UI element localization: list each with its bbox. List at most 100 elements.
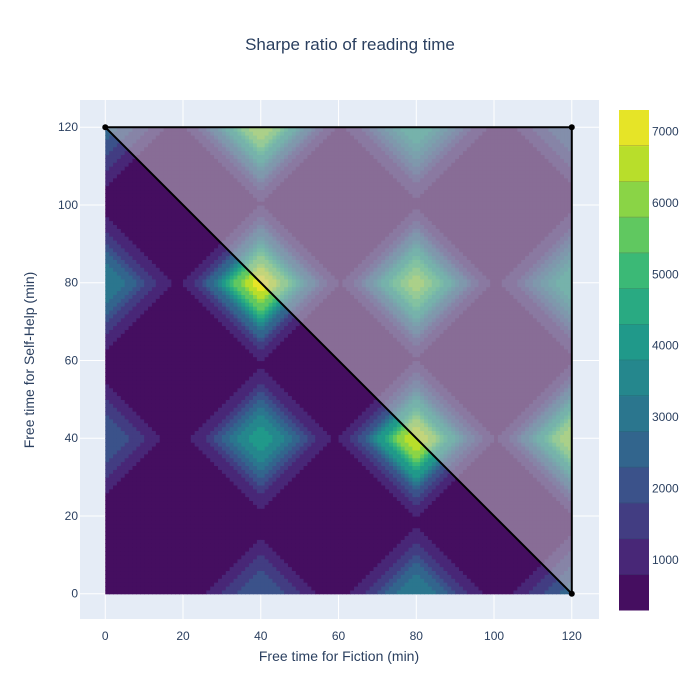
contour-cell: [190, 251, 196, 257]
contour-cell: [186, 519, 192, 525]
contour-cell: [163, 558, 169, 564]
contour-cell: [237, 461, 242, 467]
contour-cell: [148, 251, 153, 257]
contour-cell: [151, 302, 157, 307]
contour-cell: [256, 294, 262, 299]
contour-cell: [167, 477, 172, 482]
contour-cell: [151, 298, 157, 303]
contour-cell: [210, 309, 215, 315]
contour-cell: [256, 523, 262, 529]
contour-cell: [151, 274, 157, 280]
contour-cell: [167, 558, 172, 564]
contour-cell: [148, 282, 153, 288]
contour-cell: [218, 411, 223, 416]
contour-cell: [148, 379, 153, 385]
contour-cell: [136, 550, 141, 556]
contour-cell: [249, 488, 254, 494]
contour-cell: [124, 469, 130, 474]
contour-cell: [109, 193, 114, 198]
contour-cell: [179, 286, 184, 292]
contour-cell: [175, 364, 180, 369]
contour-cell: [245, 321, 250, 327]
contour-cell: [221, 302, 227, 307]
contour-cell: [210, 539, 215, 544]
contour-cell: [245, 344, 250, 350]
contour-cell: [179, 554, 184, 560]
contour-cell: [136, 488, 141, 494]
contour-cell: [225, 251, 231, 257]
contour-cell: [132, 496, 137, 502]
contour-cell: [221, 255, 227, 260]
contour-cell: [163, 403, 169, 408]
contour-cell: [136, 543, 141, 548]
contour-cell: [163, 496, 169, 502]
contour-cell: [214, 519, 219, 525]
contour-cell: [171, 422, 176, 428]
contour-cell: [159, 585, 165, 591]
contour-cell: [113, 302, 118, 307]
contour-cell: [245, 306, 250, 311]
contour-cell: [171, 480, 176, 486]
contour-cell: [210, 414, 215, 420]
contour-cell: [237, 500, 242, 505]
contour-cell: [260, 294, 266, 299]
contour-cell: [229, 504, 235, 509]
contour-cell: [183, 236, 188, 241]
contour-cell: [163, 527, 169, 533]
contour-cell: [218, 360, 223, 365]
contour-cell: [163, 562, 169, 568]
contour-cell: [190, 395, 196, 400]
contour-cell: [116, 372, 122, 377]
contour-cell: [148, 566, 153, 572]
contour-cell: [206, 407, 211, 412]
contour-cell: [148, 344, 153, 350]
contour-cell: [167, 461, 172, 467]
contour-cell: [194, 442, 200, 447]
contour-cell: [237, 515, 242, 521]
contour-cell: [171, 461, 176, 467]
contour-cell: [198, 465, 204, 470]
contour-cell: [241, 446, 246, 451]
contour-cell: [245, 278, 250, 284]
contour-cell: [253, 348, 258, 354]
contour-cell: [163, 228, 169, 233]
contour-cell: [260, 449, 266, 455]
contour-cell: [225, 352, 231, 358]
contour-cell: [124, 438, 130, 443]
contour-cell: [132, 208, 137, 214]
contour-cell: [225, 484, 231, 490]
contour-cell: [241, 337, 246, 342]
contour-cell: [105, 162, 110, 167]
contour-cell: [202, 391, 207, 397]
contour-cell: [109, 150, 114, 156]
contour-cell: [163, 461, 169, 467]
contour-cell: [175, 212, 180, 218]
contour-cell: [198, 434, 204, 439]
contour-cell: [253, 515, 258, 521]
contour-cell: [109, 325, 114, 330]
contour-cell: [116, 504, 122, 509]
contour-cell: [163, 438, 169, 443]
contour-cell: [175, 457, 180, 463]
contour-cell: [264, 453, 270, 459]
contour-cell: [198, 519, 204, 525]
contour-cell: [116, 543, 122, 548]
contour-cell: [183, 492, 188, 498]
contour-cell: [167, 228, 172, 233]
contour-cell: [167, 356, 172, 362]
contour-cell: [136, 414, 141, 420]
contour-cell: [144, 387, 149, 393]
contour-cell: [159, 294, 165, 299]
contour-cell: [159, 267, 165, 272]
contour-cell: [256, 434, 262, 439]
contour-cell: [202, 480, 207, 486]
contour-cell: [155, 539, 161, 544]
contour-cell: [241, 282, 246, 288]
contour-cell: [120, 236, 126, 241]
contour-cell: [245, 348, 250, 354]
contour-cell: [124, 290, 130, 295]
contour-cell: [206, 271, 211, 276]
contour-cell: [186, 333, 192, 338]
contour-cell: [171, 504, 176, 509]
contour-cell: [109, 341, 114, 346]
